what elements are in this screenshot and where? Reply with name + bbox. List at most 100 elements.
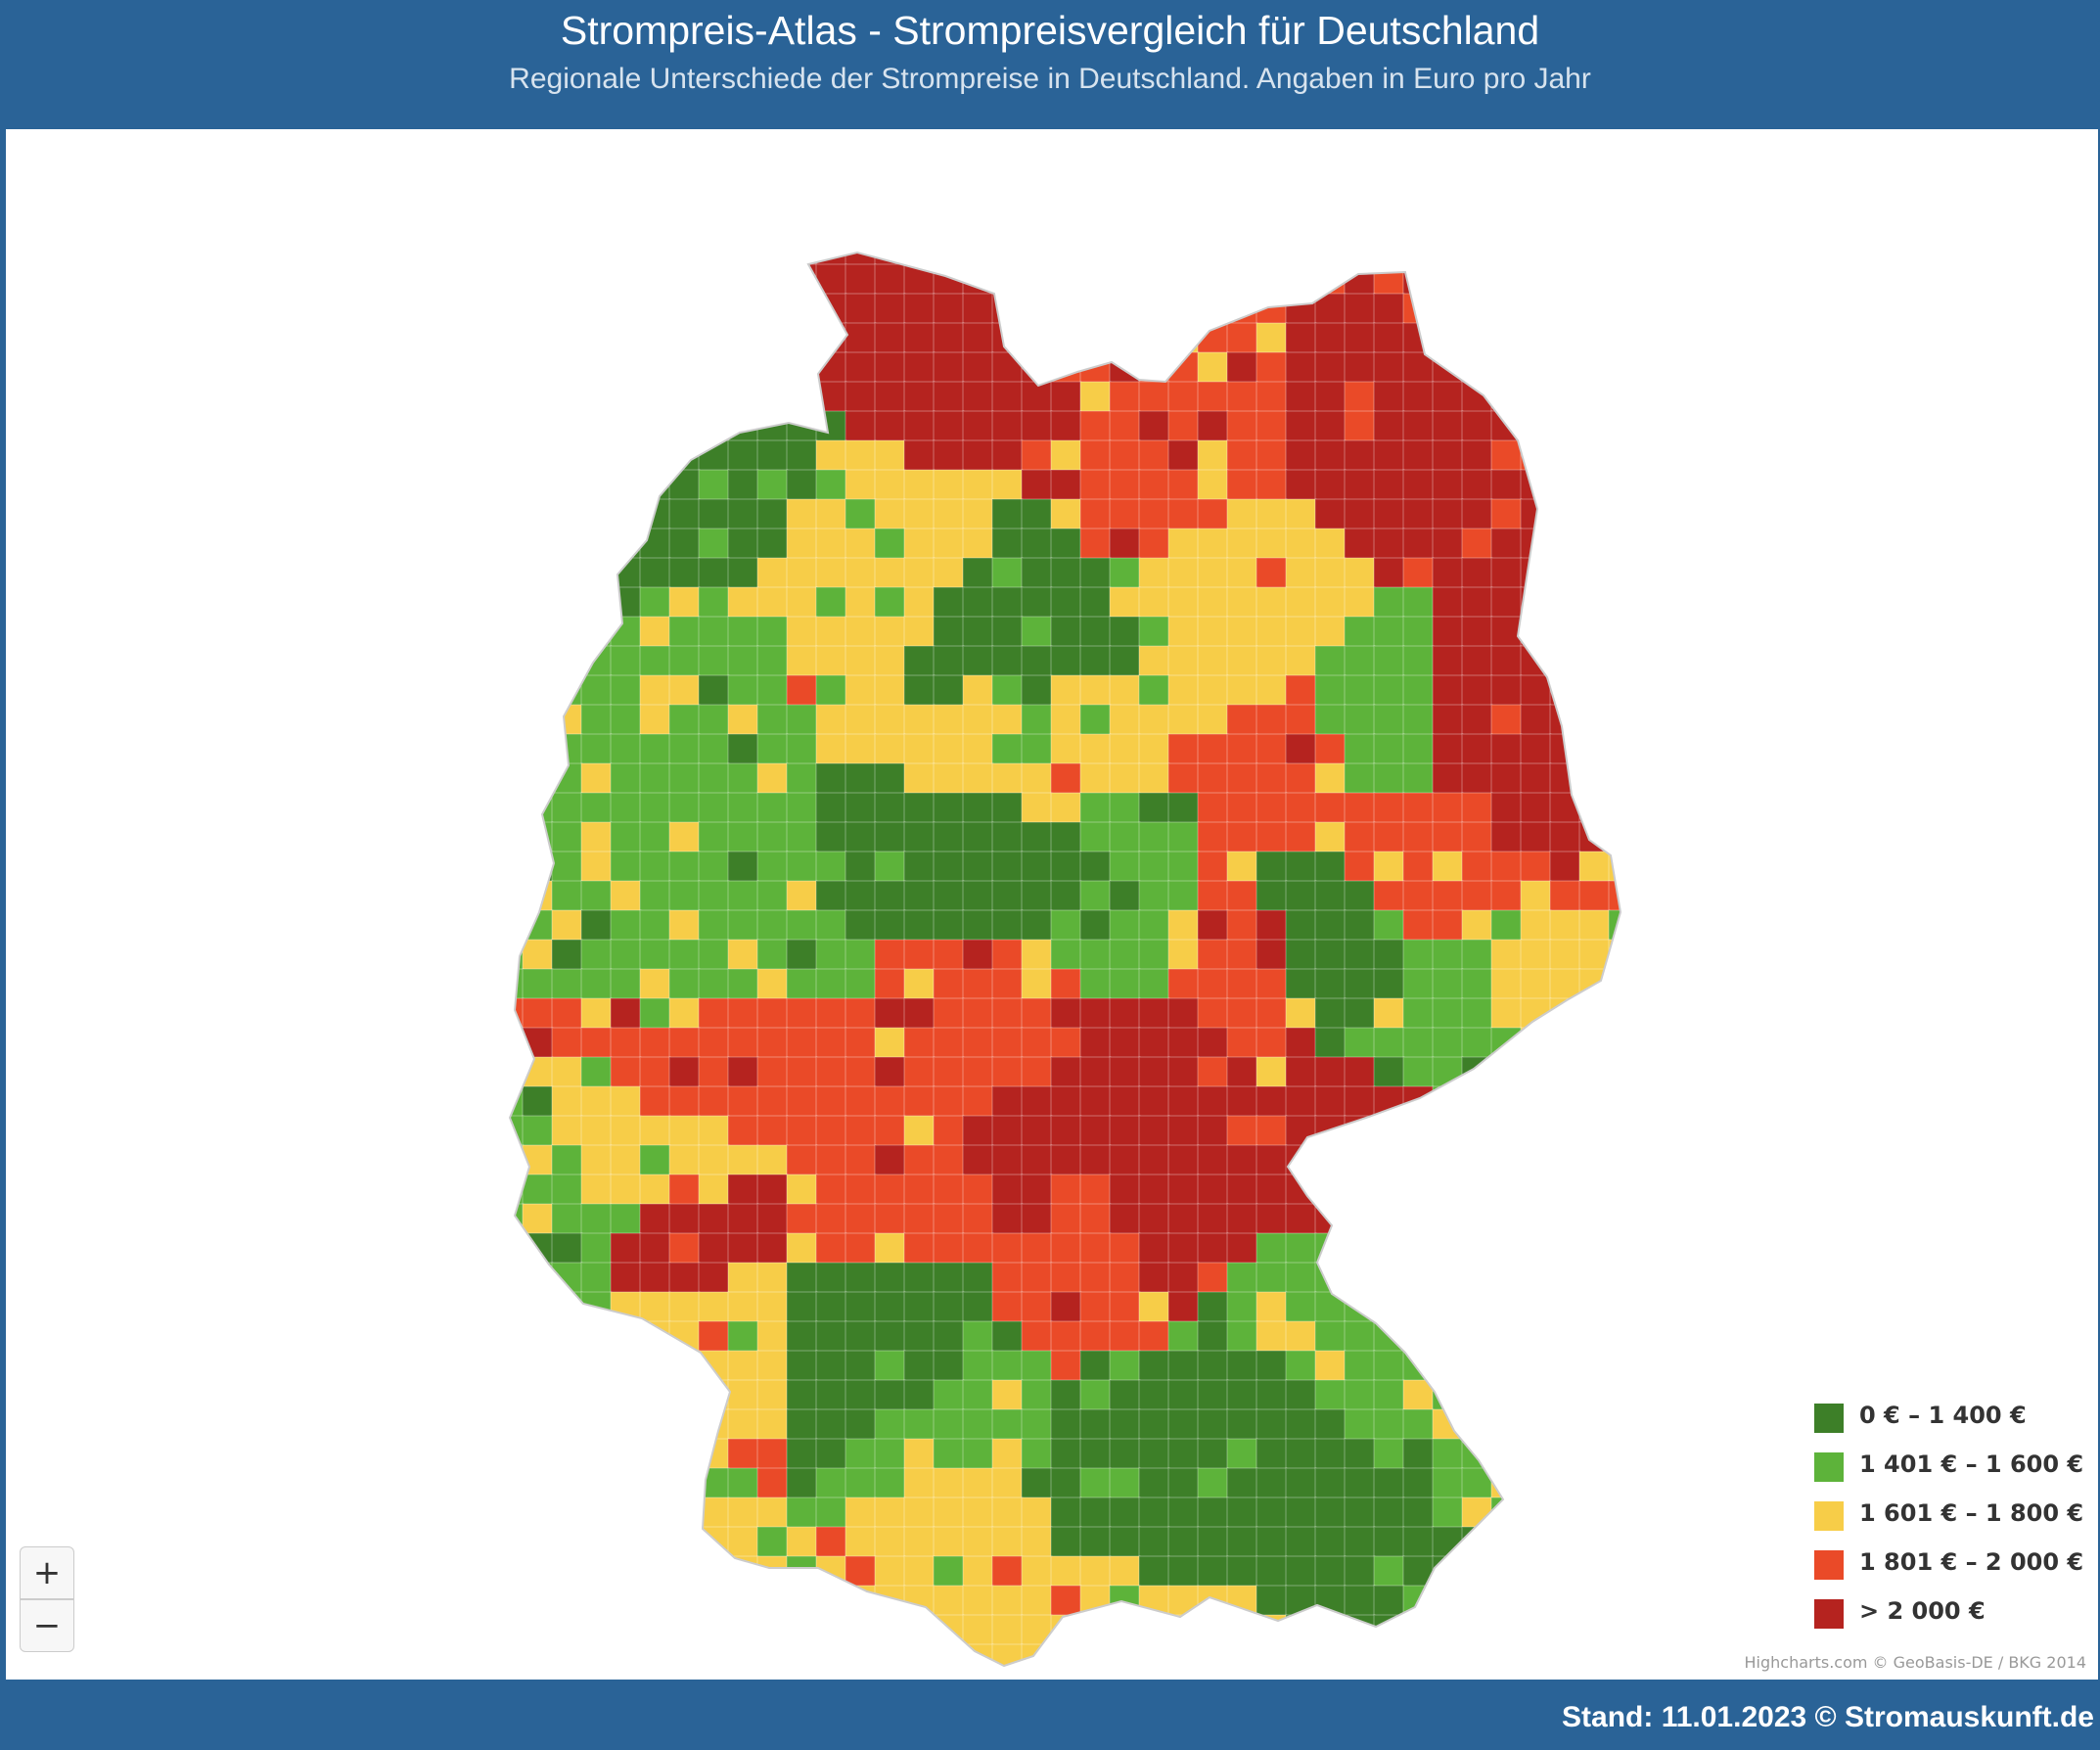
legend-swatch [1814,1404,1844,1433]
district-cell [1109,909,1141,942]
district-cell [1079,1144,1112,1176]
district-cell [962,586,994,619]
district-cell [786,498,818,530]
district-cell [1373,1291,1405,1323]
district-cell [1285,1203,1317,1235]
district-cell [1344,1056,1376,1088]
district-cell [1638,763,1668,794]
district-cell [522,645,554,677]
district-cell [1079,1320,1112,1353]
district-cell [1520,1526,1552,1558]
district-cell [1344,762,1376,795]
district-cell [1432,880,1464,912]
district-cell [1255,968,1288,1000]
district-cell [1197,939,1229,971]
district-cell [551,1350,583,1382]
district-cell [1050,351,1082,384]
district-cell [1138,968,1170,1000]
district-cell [962,410,994,442]
district-cell [1021,616,1053,648]
district-cell [1402,498,1435,530]
district-cell [610,1232,642,1265]
district-cell [1167,733,1200,765]
district-cell [639,792,671,824]
district-cell [1520,410,1552,442]
district-cell [668,645,701,677]
district-cell [1197,851,1229,883]
district-cell [786,1027,818,1059]
germany-choropleth-map[interactable] [6,129,2098,1680]
district-cell [1285,792,1317,824]
district-cell [962,1497,994,1529]
legend-item[interactable]: 1 401 € – 1 600 € [1814,1445,2088,1494]
district-cell [1109,851,1141,883]
district-cell [551,997,583,1030]
district-cell [1344,1643,1376,1666]
district-cell [1578,586,1611,619]
map-credits[interactable]: Highcharts.com © GeoBasis-DE / BKG 2014 [1744,1653,2087,1672]
district-cell [756,1379,789,1411]
district-cell [933,821,965,853]
district-cell [1079,909,1112,942]
district-cell [1167,1291,1200,1323]
district-cell [1638,235,1668,265]
district-cell [845,253,877,266]
district-cell [510,1262,525,1294]
district-cell [1578,1203,1611,1235]
district-cell [1109,322,1141,354]
district-cell [1197,821,1229,853]
zoom-out-button[interactable]: − [20,1599,74,1652]
district-cell [580,1262,613,1294]
district-cell [903,968,936,1000]
district-cell [1050,469,1082,501]
district-cell [1638,852,1668,882]
district-cell [610,1555,642,1588]
district-cell [903,1497,936,1529]
district-cell [903,1174,936,1206]
district-cell [1138,704,1170,736]
zoom-in-button[interactable]: + [20,1546,74,1599]
district-cell [1432,1320,1464,1353]
district-cell [1373,851,1405,883]
district-cell [698,1643,730,1666]
district-cell [1578,263,1611,296]
district-cell [1021,1174,1053,1206]
legend-item[interactable]: 1 801 € – 2 000 € [1814,1543,2088,1591]
district-cell [551,1027,583,1059]
district-cell [1432,704,1464,736]
district-cell [1197,1497,1229,1529]
district-cell [815,674,847,707]
district-cell [962,322,994,354]
district-cell [1167,263,1200,296]
district-cell [1373,498,1405,530]
district-cell [1549,1320,1581,1353]
district-cell [1197,1438,1229,1470]
district-cell [698,909,730,942]
district-cell [1285,586,1317,619]
district-cell [1608,1115,1621,1147]
legend-swatch [1814,1599,1844,1629]
district-cell [727,1232,759,1265]
district-cell [1461,704,1493,736]
district-cell [1226,381,1258,413]
legend-item[interactable]: 0 € – 1 400 € [1814,1396,2088,1445]
district-cell [1021,1555,1053,1588]
legend-item[interactable]: > 2 000 € [1814,1591,2088,1640]
district-cell [1197,1467,1229,1499]
district-cell [510,1408,525,1441]
district-cell [551,939,583,971]
district-cell [933,1643,965,1666]
legend-item[interactable]: 1 601 € – 1 800 € [1814,1494,2088,1543]
district-cell [1167,792,1200,824]
district-cell [1520,674,1552,707]
district-cell [1608,733,1621,765]
district-cell [610,1438,642,1470]
district-cell [727,322,759,354]
district-cell [903,586,936,619]
district-cell [1109,1115,1141,1147]
district-cell [1079,498,1112,530]
district-cell [1402,674,1435,707]
district-cell [933,1115,965,1147]
district-cell [991,1232,1024,1265]
district-cell [1314,528,1347,560]
